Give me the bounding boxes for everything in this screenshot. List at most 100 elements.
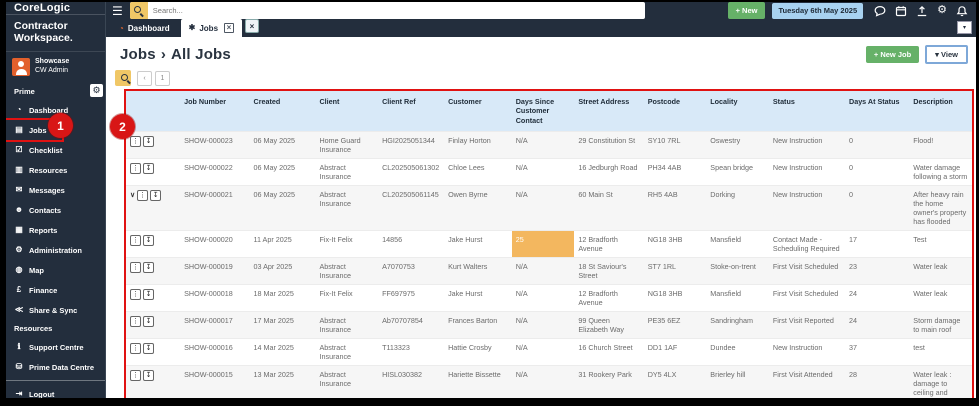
cell-job-number: SHOW-000022 [180,158,250,186]
row-pin-icon[interactable]: ↧ [143,262,154,274]
row-menu-kebab-icon[interactable]: ⋮ [130,235,141,247]
cell-days-at-status: 0 [845,185,910,231]
cell-created: 03 Apr 2025 [249,257,316,285]
new-job-button[interactable]: + New Job [865,46,920,63]
row-pin-icon[interactable]: ↧ [143,370,154,382]
collapse-row-chevron-icon[interactable]: ∨ [130,192,136,200]
table-row-show-000015: ∨⋮↧ SHOW-000015 13 Mar 2025 Abstract Ins… [126,365,972,398]
cell-client: Abstract Insurance [315,257,379,285]
sidebar-item-share-sync[interactable]: ≪ Share & Sync [14,305,78,315]
sidebar-item-prime-data-centre[interactable]: ⛁ Prime Data Centre [15,362,95,372]
cell-locality: Mansfield [706,284,769,312]
upload-icon[interactable] [916,5,928,17]
row-pin-icon[interactable]: ↧ [143,316,154,328]
cell-postcode: RH5 4AB [643,185,707,231]
tab-jobs[interactable]: ✱ Jobs × [180,19,243,37]
sidebar-item-contacts[interactable]: ☻ Contacts [14,205,62,215]
map-icon: ◍ [15,265,23,275]
page-number-button[interactable]: 1 [155,70,170,86]
cell-created: 13 Mar 2025 [249,365,316,398]
cell-created: 06 May 2025 [249,185,316,231]
cell-locality: Oswestry [706,131,769,159]
hamburger-menu-icon[interactable]: ☰ [112,3,123,18]
table-search-button[interactable] [115,70,131,86]
cell-street-address: 12 Bradforth Avenue [574,230,644,258]
row-menu-kebab-icon[interactable]: ⋮ [130,316,141,328]
cell-postcode: PE35 6EZ [643,311,707,339]
chat-icon[interactable] [874,5,886,17]
cell-locality: Spean bridge [706,158,769,186]
sidebar-item-support-centre[interactable]: ℹ Support Centre [6,338,90,356]
cell-status: First Visit Scheduled [768,257,845,285]
row-menu-kebab-icon[interactable]: ⋮ [137,190,149,202]
prime-settings-gear-icon[interactable]: ⚙ [90,84,103,98]
sidebar-item-jobs[interactable]: ▤ Jobs [6,118,64,143]
notifications-bell-icon[interactable] [956,5,968,17]
header-street-address: Street Address [574,91,644,132]
settings-gear-icon[interactable]: ⚙ [937,4,947,16]
cell-locality: Sandringham [706,311,769,339]
annotation-step-2: 2 [110,114,135,139]
sidebar-item-administration[interactable]: ⚙ Administration [15,245,82,255]
date-display[interactable]: Tuesday 6th May 2025 [772,2,864,19]
cell-street-address: 99 Queen Elizabeth Way [574,311,644,339]
cell-controls: ∨⋮↧ [126,365,181,398]
row-pin-icon[interactable]: ↧ [150,190,162,202]
row-menu-kebab-icon[interactable]: ⋮ [130,136,141,148]
cell-postcode: ST7 1RL [643,257,707,285]
calendar-icon[interactable] [895,5,907,17]
cell-status: First Visit Reported [768,311,845,339]
breadcrumb: Jobs › All Jobs [120,46,231,63]
sidebar-item-resources: Resources [14,324,53,334]
row-pin-icon[interactable]: ↧ [143,235,154,247]
header-job-number: Job Number [180,91,250,132]
row-menu-kebab-icon[interactable]: ⋮ [130,163,141,175]
cell-locality: Brierley hill [706,365,769,398]
sidebar: CoreLogic Contractor Workspace. Showcase… [6,2,106,398]
sidebar-item-prime: Prime [14,87,35,97]
search-input[interactable] [147,6,645,15]
row-pin-icon[interactable]: ↧ [143,289,154,301]
logout-icon: ⇥ [15,389,23,398]
row-menu-kebab-icon[interactable]: ⋮ [130,343,141,355]
avatar [12,58,30,77]
close-tab-icon[interactable]: × [224,23,235,33]
sidebar-item-messages[interactable]: ✉ Messages [15,185,65,195]
user-panel[interactable]: Showcase CW Admin [6,52,105,82]
sidebar-item-checklist[interactable]: ☑ Checklist [15,145,63,155]
sidebar-item-resources[interactable]: ▥ Resources [15,165,68,175]
sidebar-item-logout[interactable]: ⇥ Logout [15,389,55,398]
sidebar-item-map[interactable]: ◍ Map [15,265,45,275]
cell-days-at-status: 28 [845,365,910,398]
view-button[interactable]: ▾ View [925,45,968,64]
sidebar-item-finance[interactable]: £ Finance [6,281,63,299]
tab-overflow-caret[interactable]: ▾ [957,21,972,34]
search-icon[interactable] [129,2,148,19]
table-row-show-000023: ∨⋮↧ SHOW-000023 06 May 2025 Home Guard I… [126,131,972,159]
cell-days-at-status: 24 [845,311,910,339]
row-pin-icon[interactable]: ↧ [143,343,154,355]
cell-client: Abstract Insurance [315,311,379,339]
row-pin-icon[interactable]: ↧ [143,136,154,148]
row-menu-kebab-icon[interactable]: ⋮ [130,262,141,274]
row-menu-kebab-icon[interactable]: ⋮ [130,289,141,301]
cell-client-ref: Ab70707854 [378,311,445,339]
jobs-table: Job Number Created Client Client Ref Cus… [126,91,972,398]
app-window: CoreLogic Contractor Workspace. Showcase… [6,2,976,398]
header-customer: Customer [444,91,512,132]
tab-dashboard[interactable]: ◔ Dashboard [119,23,170,33]
cell-customer: Hariette Bissette [444,365,512,398]
support-icon: ℹ [17,342,21,352]
sidebar-item-dashboard[interactable]: ◔ Dashboard [6,101,74,119]
messages-icon: ✉ [15,185,23,195]
header-description: Description [909,91,972,132]
corelogic-logo: CoreLogic [6,2,105,15]
cell-days-since: N/A [511,185,575,231]
new-button[interactable]: + New [727,2,766,19]
row-menu-kebab-icon[interactable]: ⋮ [130,370,141,382]
table-row-show-000019: ∨⋮↧ SHOW-000019 03 Apr 2025 Abstract Ins… [126,257,972,285]
sidebar-item-reports[interactable]: ▦ Reports [15,225,58,235]
row-pin-icon[interactable]: ↧ [143,163,154,175]
prev-page-button[interactable]: ‹ [137,70,152,86]
close-tab-button[interactable]: × [245,19,260,33]
